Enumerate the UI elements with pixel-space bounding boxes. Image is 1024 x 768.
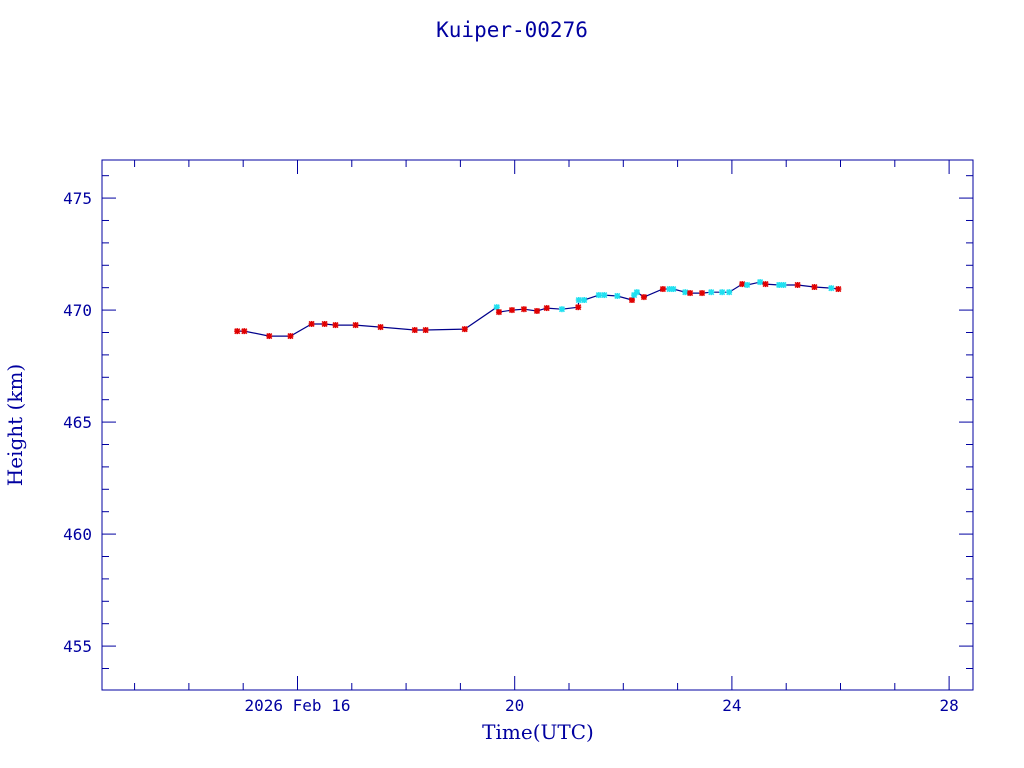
x-tick-label: 28	[939, 696, 958, 715]
data-point	[682, 289, 689, 296]
data-point	[628, 296, 636, 304]
data-point	[670, 285, 677, 293]
x-axis-label: Time(UTC)	[482, 720, 594, 744]
data-point	[601, 292, 608, 299]
data-point	[377, 324, 384, 331]
data-point	[640, 294, 647, 301]
data-point	[241, 328, 248, 335]
y-tick-label: 465	[63, 413, 92, 432]
data-point	[461, 326, 468, 333]
x-tick-label: 2026 Feb 16	[245, 696, 351, 715]
data-point	[422, 326, 429, 334]
data-point	[762, 281, 769, 288]
data-point	[835, 285, 842, 293]
data-point	[266, 333, 273, 340]
data-point	[780, 281, 787, 289]
data-point	[543, 305, 550, 312]
data-point	[726, 289, 733, 296]
y-tick-label: 455	[63, 637, 92, 656]
data-point	[744, 281, 751, 289]
x-tick-label: 20	[505, 696, 524, 715]
data-point	[719, 289, 726, 296]
data-point	[411, 326, 418, 334]
data-point	[811, 283, 818, 291]
data-point	[739, 281, 746, 288]
data-point	[595, 292, 602, 299]
data-point	[321, 320, 328, 328]
data-point	[533, 307, 541, 315]
data-point	[352, 322, 359, 329]
data-point	[287, 333, 294, 340]
data-point	[687, 289, 694, 297]
data-point	[708, 289, 715, 296]
data-point	[794, 281, 801, 289]
plot-frame	[101, 159, 974, 691]
y-tick-label: 460	[63, 525, 92, 544]
data-point	[633, 289, 640, 296]
data-point	[575, 296, 582, 304]
data-point	[659, 285, 667, 293]
y-axis-label: Height (km)	[3, 364, 27, 486]
data-point	[575, 304, 582, 311]
data-point	[614, 292, 621, 300]
data-point	[520, 306, 527, 313]
y-tick-label: 475	[63, 189, 92, 208]
data-point	[757, 279, 764, 286]
data-point	[558, 306, 566, 313]
data-point	[493, 304, 500, 311]
data-point	[508, 307, 516, 314]
data-point	[234, 328, 241, 335]
chart-title: Kuiper-00276	[436, 18, 588, 42]
data-point	[828, 285, 835, 292]
data-point	[332, 322, 339, 329]
data-point	[308, 320, 315, 328]
y-tick-label: 470	[63, 301, 92, 320]
x-tick-label: 24	[722, 696, 741, 715]
data-point	[698, 289, 706, 297]
data-point	[581, 296, 588, 304]
data-point	[495, 309, 503, 316]
